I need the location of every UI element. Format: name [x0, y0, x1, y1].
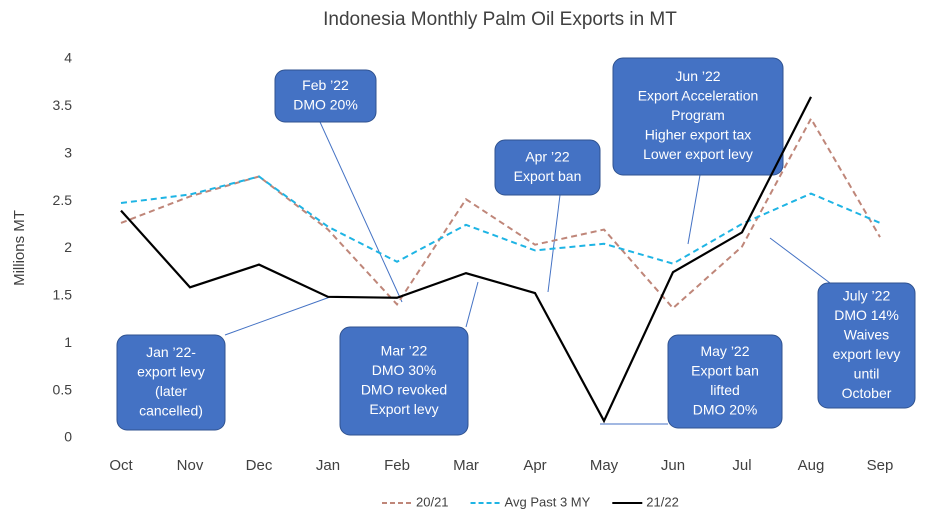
callout-text: May ’22 [700, 343, 749, 359]
x-tick-label: Nov [177, 457, 204, 474]
legend-label: Avg Past 3 MY [505, 494, 591, 509]
callout-leader [769, 237, 831, 284]
callout-text: cancelled) [139, 402, 203, 418]
callout-leader [224, 296, 331, 336]
callout-leader [319, 121, 403, 303]
callout-box [817, 282, 916, 409]
callout-text: (later [155, 383, 187, 399]
x-tick-label: Apr [523, 457, 546, 474]
x-tick-label: Mar [453, 457, 479, 474]
callout-text: Jun ’22 [675, 68, 720, 84]
x-tick-label: Jul [732, 457, 751, 474]
x-tick-label: Jun [661, 457, 685, 474]
legend-label: 20/21 [416, 494, 449, 509]
callout-text: DMO 30% [372, 362, 437, 378]
callout-leader [687, 174, 701, 245]
y-tick-label: 3.5 [53, 97, 73, 113]
y-axis-label: Millions MT [11, 210, 28, 286]
y-tick-label: 0.5 [53, 381, 73, 397]
callout-box [116, 334, 226, 431]
callout-leader [465, 281, 479, 328]
callout-text: Feb ’22 [302, 77, 349, 93]
y-tick-label: 3 [64, 144, 72, 160]
callout-text: Lower export levy [643, 146, 753, 162]
callout-leader [547, 194, 561, 293]
y-tick-label: 0 [64, 429, 72, 445]
x-tick-label: Aug [798, 457, 825, 474]
callout-text: Export levy [369, 401, 438, 417]
callout-box [339, 326, 469, 436]
callout-text: Apr ’22 [525, 148, 570, 164]
x-tick-label: Jan [316, 457, 340, 474]
callout-box [667, 334, 783, 429]
callout-text: export levy [833, 346, 901, 362]
chart-title: Indonesia Monthly Palm Oil Exports in MT [323, 9, 677, 30]
callout-text: Program [671, 107, 725, 123]
callout-text: Export ban [691, 362, 759, 378]
series-line [120, 96, 812, 424]
x-tick-label: Oct [109, 457, 133, 474]
callout-text: July ’22 [843, 287, 891, 303]
series-line [120, 116, 881, 310]
callout-text: until [854, 365, 880, 381]
y-tick-label: 2.5 [53, 192, 73, 208]
callout-box [612, 57, 784, 176]
y-tick-label: 1 [64, 334, 72, 350]
x-tick-label: May [590, 457, 619, 474]
callout-text: DMO 20% [293, 96, 358, 112]
x-tick-label: Sep [867, 457, 894, 474]
callout-text: October [842, 385, 892, 401]
callout-text: Export ban [514, 168, 582, 184]
callout-text: Export Acceleration [638, 88, 759, 104]
callout-text: export levy [137, 363, 205, 379]
series-lines [120, 96, 881, 424]
callout-text: lifted [710, 382, 740, 398]
callout-text: Mar ’22 [381, 342, 428, 358]
callout-text: DMO revoked [361, 381, 447, 397]
callout-text: Higher export tax [645, 127, 752, 143]
callout-text: DMO 20% [693, 401, 758, 417]
annotations: Feb ’22 DMO 20% Apr ’22 Export ban Jun ’22 Ex… [116, 57, 916, 436]
x-tick-label: Dec [246, 457, 273, 474]
y-tick-label: 2 [64, 239, 72, 255]
callout-box [274, 69, 377, 123]
y-tick-label: 1.5 [53, 287, 73, 303]
x-tick-label: Feb [384, 457, 410, 474]
callout-text: Jan ’22- [146, 344, 196, 360]
callout-text: DMO 14% [834, 307, 899, 323]
callout-text: Waives [844, 326, 889, 342]
y-tick-label: 4 [64, 50, 72, 66]
legend-label: 21/22 [646, 494, 679, 509]
callout-box [494, 139, 601, 196]
